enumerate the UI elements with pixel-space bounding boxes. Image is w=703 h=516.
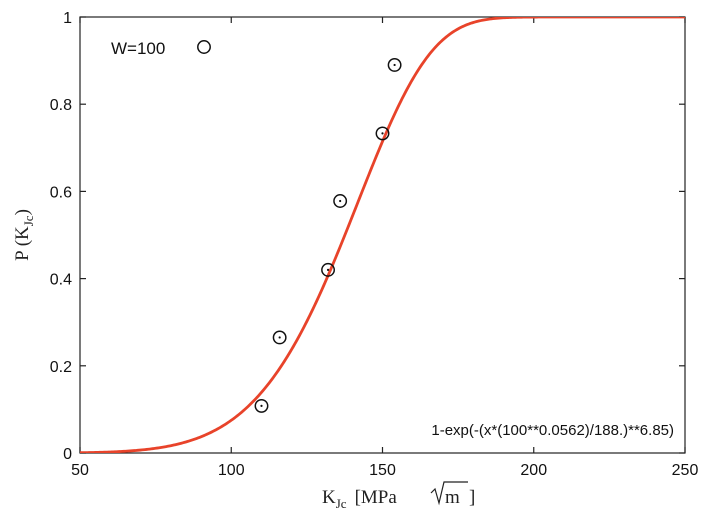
y-axis-title: P (KJc) — [12, 209, 36, 261]
svg-text:KJc[MPa: KJc [MPa — [322, 487, 397, 511]
x-axis-title-root: m — [445, 487, 460, 508]
y-tick-label: 0.6 — [50, 184, 72, 201]
fit-curve — [80, 17, 685, 453]
y-axis-title-main: P (K — [12, 226, 33, 261]
data-point — [387, 58, 402, 72]
svg-text:P (KJc): P (KJc) — [12, 209, 36, 261]
x-axis-title-suffix: ] — [469, 487, 475, 508]
x-ticks: 50 100 150 200 250 — [71, 17, 698, 479]
data-point-center — [278, 336, 281, 339]
data-point-center — [326, 268, 330, 271]
fit-formula-label: 1-exp(-(x*(100**0.0562)/188.)**6.85) — [431, 422, 674, 439]
data-point-center — [381, 132, 384, 135]
x-axis-title-main: K — [322, 487, 336, 508]
y-ticks: 0 0.2 0.4 0.6 0.8 1 — [50, 10, 685, 463]
y-axis-title-sub: Jc — [21, 215, 36, 226]
y-tick-label: 1 — [63, 10, 72, 27]
x-tick-label: 50 — [71, 462, 89, 479]
data-points — [254, 58, 402, 413]
legend-marker — [197, 40, 211, 54]
data-point — [375, 126, 390, 141]
data-point-center — [260, 404, 263, 408]
y-tick-label: 0.2 — [50, 359, 72, 376]
y-tick-label: 0.8 — [50, 97, 72, 114]
legend: W=100 — [111, 39, 211, 58]
x-axis-title-unit: [MPa — [355, 487, 398, 508]
y-axis-title-suffix: ) — [12, 209, 33, 215]
sqrt-sign — [430, 481, 468, 506]
data-point — [333, 194, 348, 208]
data-point-center — [393, 63, 396, 67]
y-tick-label: 0 — [63, 446, 72, 463]
legend-label: W=100 — [111, 39, 165, 58]
data-point-center — [339, 199, 342, 203]
x-tick-label: 250 — [672, 462, 699, 479]
data-point — [272, 330, 287, 345]
x-tick-label: 150 — [369, 462, 396, 479]
data-point — [321, 262, 335, 277]
x-axis-title: KJc [MPa m ] — [322, 481, 475, 511]
x-tick-label: 100 — [218, 462, 245, 479]
x-axis-title-sub: Jc — [336, 496, 347, 511]
plot-frame — [79, 16, 686, 454]
y-tick-label: 0.4 — [50, 272, 72, 289]
x-tick-label: 200 — [520, 462, 547, 479]
data-point — [254, 398, 269, 413]
